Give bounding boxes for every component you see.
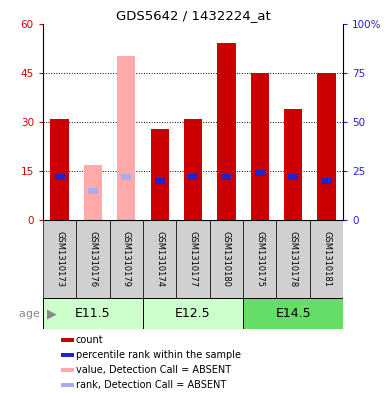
- Bar: [288, 174, 298, 180]
- Text: percentile rank within the sample: percentile rank within the sample: [76, 350, 241, 360]
- Bar: [121, 174, 131, 180]
- Bar: [222, 174, 231, 180]
- Bar: [277, 220, 310, 298]
- Text: E12.5: E12.5: [175, 307, 211, 320]
- Text: rank, Detection Call = ABSENT: rank, Detection Call = ABSENT: [76, 380, 226, 390]
- Bar: [61, 353, 74, 357]
- Bar: [251, 73, 269, 220]
- Bar: [110, 220, 143, 298]
- Bar: [255, 170, 265, 176]
- Bar: [143, 220, 176, 298]
- Bar: [61, 368, 74, 372]
- Text: ▶: ▶: [43, 307, 57, 320]
- Text: GSM1310174: GSM1310174: [155, 231, 164, 287]
- Bar: [76, 220, 110, 298]
- Bar: [176, 220, 210, 298]
- Bar: [210, 220, 243, 298]
- Bar: [217, 43, 236, 220]
- Text: count: count: [76, 335, 103, 345]
- Text: E14.5: E14.5: [275, 307, 311, 320]
- Bar: [43, 220, 76, 298]
- Bar: [310, 220, 343, 298]
- Text: GSM1310181: GSM1310181: [322, 231, 331, 287]
- Bar: [55, 174, 65, 180]
- Bar: [61, 338, 74, 342]
- Bar: [43, 298, 143, 329]
- Bar: [84, 165, 102, 220]
- Text: GSM1310179: GSM1310179: [122, 231, 131, 287]
- Bar: [151, 129, 169, 220]
- Bar: [243, 220, 277, 298]
- Bar: [188, 174, 198, 180]
- Bar: [243, 298, 343, 329]
- Text: E11.5: E11.5: [75, 307, 111, 320]
- Bar: [61, 383, 74, 387]
- Text: GSM1310180: GSM1310180: [222, 231, 231, 287]
- Title: GDS5642 / 1432224_at: GDS5642 / 1432224_at: [116, 9, 270, 22]
- Bar: [50, 119, 69, 220]
- Bar: [88, 188, 98, 194]
- Text: GSM1310175: GSM1310175: [255, 231, 264, 287]
- Text: GSM1310176: GSM1310176: [89, 231, 98, 287]
- Bar: [155, 178, 165, 184]
- Text: GSM1310178: GSM1310178: [289, 231, 298, 287]
- Text: GSM1310173: GSM1310173: [55, 231, 64, 287]
- Bar: [143, 298, 243, 329]
- Bar: [317, 73, 336, 220]
- Bar: [321, 178, 331, 184]
- Text: age: age: [18, 309, 43, 318]
- Bar: [117, 56, 135, 220]
- Text: value, Detection Call = ABSENT: value, Detection Call = ABSENT: [76, 365, 231, 375]
- Bar: [184, 119, 202, 220]
- Bar: [284, 109, 302, 220]
- Text: GSM1310177: GSM1310177: [188, 231, 198, 287]
